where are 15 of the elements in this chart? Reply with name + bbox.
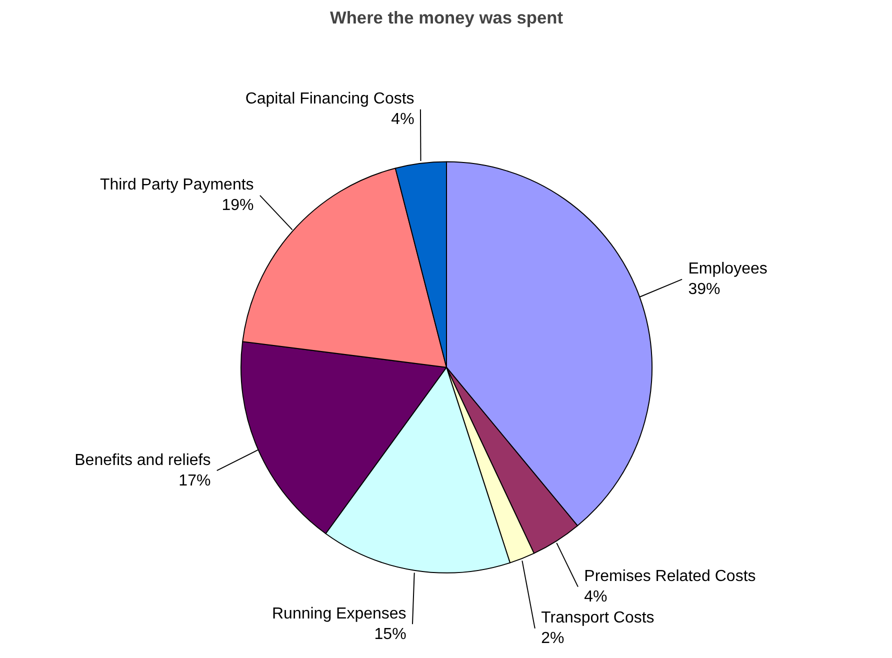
data-label: 4% [391,111,414,128]
slice-label: Transport Costs [541,610,654,627]
slice-label: Running Expenses [272,605,406,622]
data-label: 4% [584,588,608,606]
slice-label: Capital Financing Costs [245,90,414,108]
slice-label: Premises Related Costs [584,568,756,586]
data-label: 15% [374,626,406,643]
data-label: 2% [541,630,564,648]
data-label: 17% [178,472,211,490]
slice-label: Employees [688,260,768,278]
slice-label: Benefits and reliefs [74,452,211,469]
data-label: 19% [222,197,254,214]
chart-title: Where the money was spent [330,8,564,28]
data-label: 39% [688,280,720,298]
slice-label: Third Party Payments [100,176,254,194]
